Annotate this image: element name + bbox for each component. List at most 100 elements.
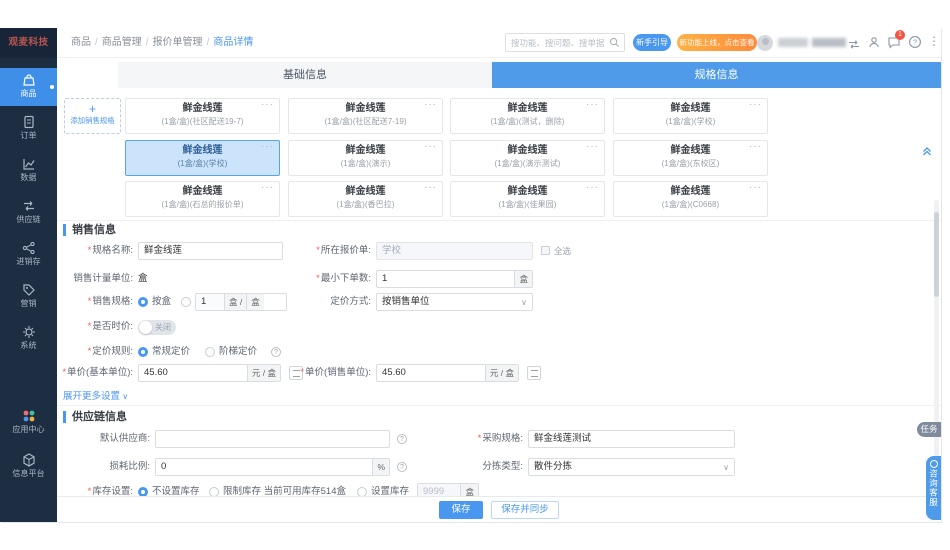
- customer-service-tab[interactable]: 咨询客服: [926, 456, 941, 520]
- breadcrumb-item[interactable]: 商品: [71, 37, 91, 48]
- guide-button[interactable]: 新手引导: [633, 34, 671, 51]
- spec-card[interactable]: ··· 鲜金线莲 (1盒/盒)(社区配送19-7): [125, 98, 280, 134]
- help-icon[interactable]: ?: [908, 35, 922, 54]
- more-icon[interactable]: ···: [749, 182, 762, 193]
- add-spec-button[interactable]: + 添加销售规格: [64, 98, 121, 134]
- more-icon[interactable]: ···: [261, 182, 274, 193]
- scrollbar-track[interactable]: [934, 200, 939, 492]
- sale-spec-qty-input[interactable]: 1: [196, 294, 224, 310]
- normal-pricing-label: 常规定价: [152, 346, 191, 357]
- search-input[interactable]: [511, 34, 606, 51]
- select-all-checkbox[interactable]: [541, 246, 550, 255]
- sidebar-item-goods[interactable]: 商品: [0, 68, 57, 106]
- breadcrumb-separator: /: [145, 37, 149, 48]
- purchase-spec-input[interactable]: 鲜金线莲测试: [528, 430, 735, 448]
- price-base-group[interactable]: 45.60 元 / 盒: [138, 364, 281, 382]
- more-icon[interactable]: ···: [424, 99, 437, 110]
- more-icon[interactable]: ···: [424, 141, 437, 152]
- price-sale-batch-icon[interactable]: [527, 366, 541, 380]
- sidebar-item-info-platform[interactable]: 信息平台: [0, 448, 57, 486]
- search-icon[interactable]: [609, 37, 620, 48]
- kebab-menu-icon[interactable]: ⋮: [928, 34, 940, 48]
- more-icon[interactable]: ···: [586, 182, 599, 193]
- loss-ratio-input[interactable]: 0: [161, 461, 167, 472]
- spec-card-title: 鲜金线莲: [182, 186, 223, 197]
- contact-icon[interactable]: [867, 35, 881, 54]
- spec-card-selected[interactable]: ··· 鲜金线莲 (1盒/盒)(学校): [125, 140, 280, 176]
- toggle-state-label: 关闭: [155, 323, 171, 332]
- min-order-input-group[interactable]: 1 盒: [376, 270, 533, 288]
- pricing-rule-info-icon[interactable]: ?: [271, 347, 281, 357]
- promo-button[interactable]: 新功能上线，点击查看: [677, 34, 757, 51]
- by-box-radio[interactable]: [138, 297, 148, 307]
- spec-card[interactable]: ··· 鲜金线莲 (1盒/盒)(学校): [613, 98, 768, 134]
- scrollbar-thumb[interactable]: [934, 212, 939, 297]
- spec-card[interactable]: ··· 鲜金线莲 (1盒/盒)(社区配送7-19): [288, 98, 443, 134]
- tab-spec-info[interactable]: 规格信息: [492, 62, 941, 88]
- task-tag[interactable]: 任务: [917, 422, 941, 437]
- time-price-toggle[interactable]: 关闭: [138, 320, 176, 335]
- sale-spec-qty-group: 1 盒 / 盒: [195, 293, 287, 311]
- spec-card[interactable]: ··· 鲜金线莲 (1盒/盒)(测试，删除): [450, 98, 605, 134]
- more-icon[interactable]: ···: [424, 182, 437, 193]
- messages-icon[interactable]: 1: [887, 30, 905, 54]
- loss-ratio-info-icon[interactable]: ?: [397, 462, 407, 472]
- pricing-method-select[interactable]: 按销售单位: [376, 293, 533, 311]
- min-order-label: 最小下单数:: [261, 270, 371, 288]
- spec-card[interactable]: ··· 鲜金线莲 (1盒/盒)(东校区): [613, 140, 768, 176]
- quote-sheet-label: 所在报价单:: [261, 242, 371, 260]
- spec-card-title: 鲜金线莲: [507, 145, 548, 156]
- save-sync-button[interactable]: 保存并同步: [491, 501, 559, 519]
- supplier-info-icon[interactable]: ?: [397, 434, 407, 444]
- collapse-up-icon[interactable]: [921, 144, 933, 162]
- breadcrumb-item[interactable]: 商品管理: [101, 37, 142, 48]
- more-icon[interactable]: ···: [749, 141, 762, 152]
- spec-card[interactable]: ··· 鲜金线莲 (1盒/盒)(香巴拉): [288, 181, 443, 217]
- sidebar-item-app-center[interactable]: 应用中心: [0, 404, 57, 442]
- save-button[interactable]: 保存: [439, 501, 483, 519]
- more-icon[interactable]: ···: [261, 99, 274, 110]
- more-icon[interactable]: ···: [749, 99, 762, 110]
- sidebar-item-label: 供应链: [16, 214, 41, 224]
- spec-card-title: 鲜金线莲: [345, 145, 386, 156]
- expand-more-link[interactable]: 展开更多设置: [63, 388, 128, 402]
- spec-card[interactable]: ··· 鲜金线莲 (1盒/盒)(佳果园): [450, 181, 605, 217]
- spec-card[interactable]: ··· 鲜金线莲 (1盒/盒)(演示测试): [450, 140, 605, 176]
- price-sale-group[interactable]: 45.60 元 / 盒: [376, 364, 519, 382]
- spec-card[interactable]: ··· 鲜金线莲 (1盒/盒)(演示): [288, 140, 443, 176]
- avatar[interactable]: [757, 35, 773, 51]
- by-box-radio-label: 按盒: [152, 296, 172, 307]
- spec-card-subtitle: (1盒/盒)(东校区): [661, 158, 720, 168]
- loss-ratio-group[interactable]: 0 %: [155, 458, 390, 476]
- spec-card[interactable]: ··· 鲜金线莲 (1盒/盒)(C0668): [613, 181, 768, 217]
- select-all-label: 全选: [554, 246, 572, 256]
- sidebar-item-data[interactable]: 数据: [0, 152, 57, 190]
- min-order-value[interactable]: 1: [382, 273, 388, 284]
- sidebar-item-orders[interactable]: 订单: [0, 110, 57, 148]
- limit-stock-label: 限制库存 当前可用库存514盒: [223, 486, 346, 497]
- tier-pricing-radio[interactable]: [205, 347, 215, 357]
- more-icon[interactable]: ···: [261, 141, 274, 152]
- tab-basic-info[interactable]: 基础信息: [118, 62, 492, 88]
- no-stock-radio[interactable]: [138, 487, 148, 497]
- more-icon[interactable]: ···: [586, 99, 599, 110]
- sidebar-item-supply-chain[interactable]: 供应链: [0, 194, 57, 232]
- spec-card[interactable]: ··· 鲜金线莲 (1盒/盒)(石总的报价单): [125, 181, 280, 217]
- normal-pricing-radio[interactable]: [138, 347, 148, 357]
- switch-account-icon[interactable]: [848, 37, 860, 55]
- sale-unit-label: 销售计量单位:: [73, 273, 133, 284]
- min-order-unit: 盒: [514, 271, 532, 287]
- set-stock-label: 设置库存: [371, 486, 410, 497]
- custom-spec-radio[interactable]: [181, 297, 191, 307]
- spec-card-subtitle: (1盒/盒)(测试，删除): [490, 116, 565, 126]
- sales-section-title: 销售信息: [63, 224, 116, 236]
- sidebar-item-label: 订单: [20, 130, 37, 140]
- sidebar-item-label: 数据: [20, 172, 37, 182]
- sorting-type-select[interactable]: 散件分拣: [528, 458, 735, 476]
- price-sale-input[interactable]: 45.60: [382, 367, 406, 378]
- spec-card-title: 鲜金线莲: [182, 103, 223, 114]
- price-base-input[interactable]: 45.60: [144, 367, 168, 378]
- supplier-input[interactable]: [155, 430, 390, 448]
- more-icon[interactable]: ···: [586, 141, 599, 152]
- breadcrumb-item[interactable]: 报价单管理: [152, 37, 203, 48]
